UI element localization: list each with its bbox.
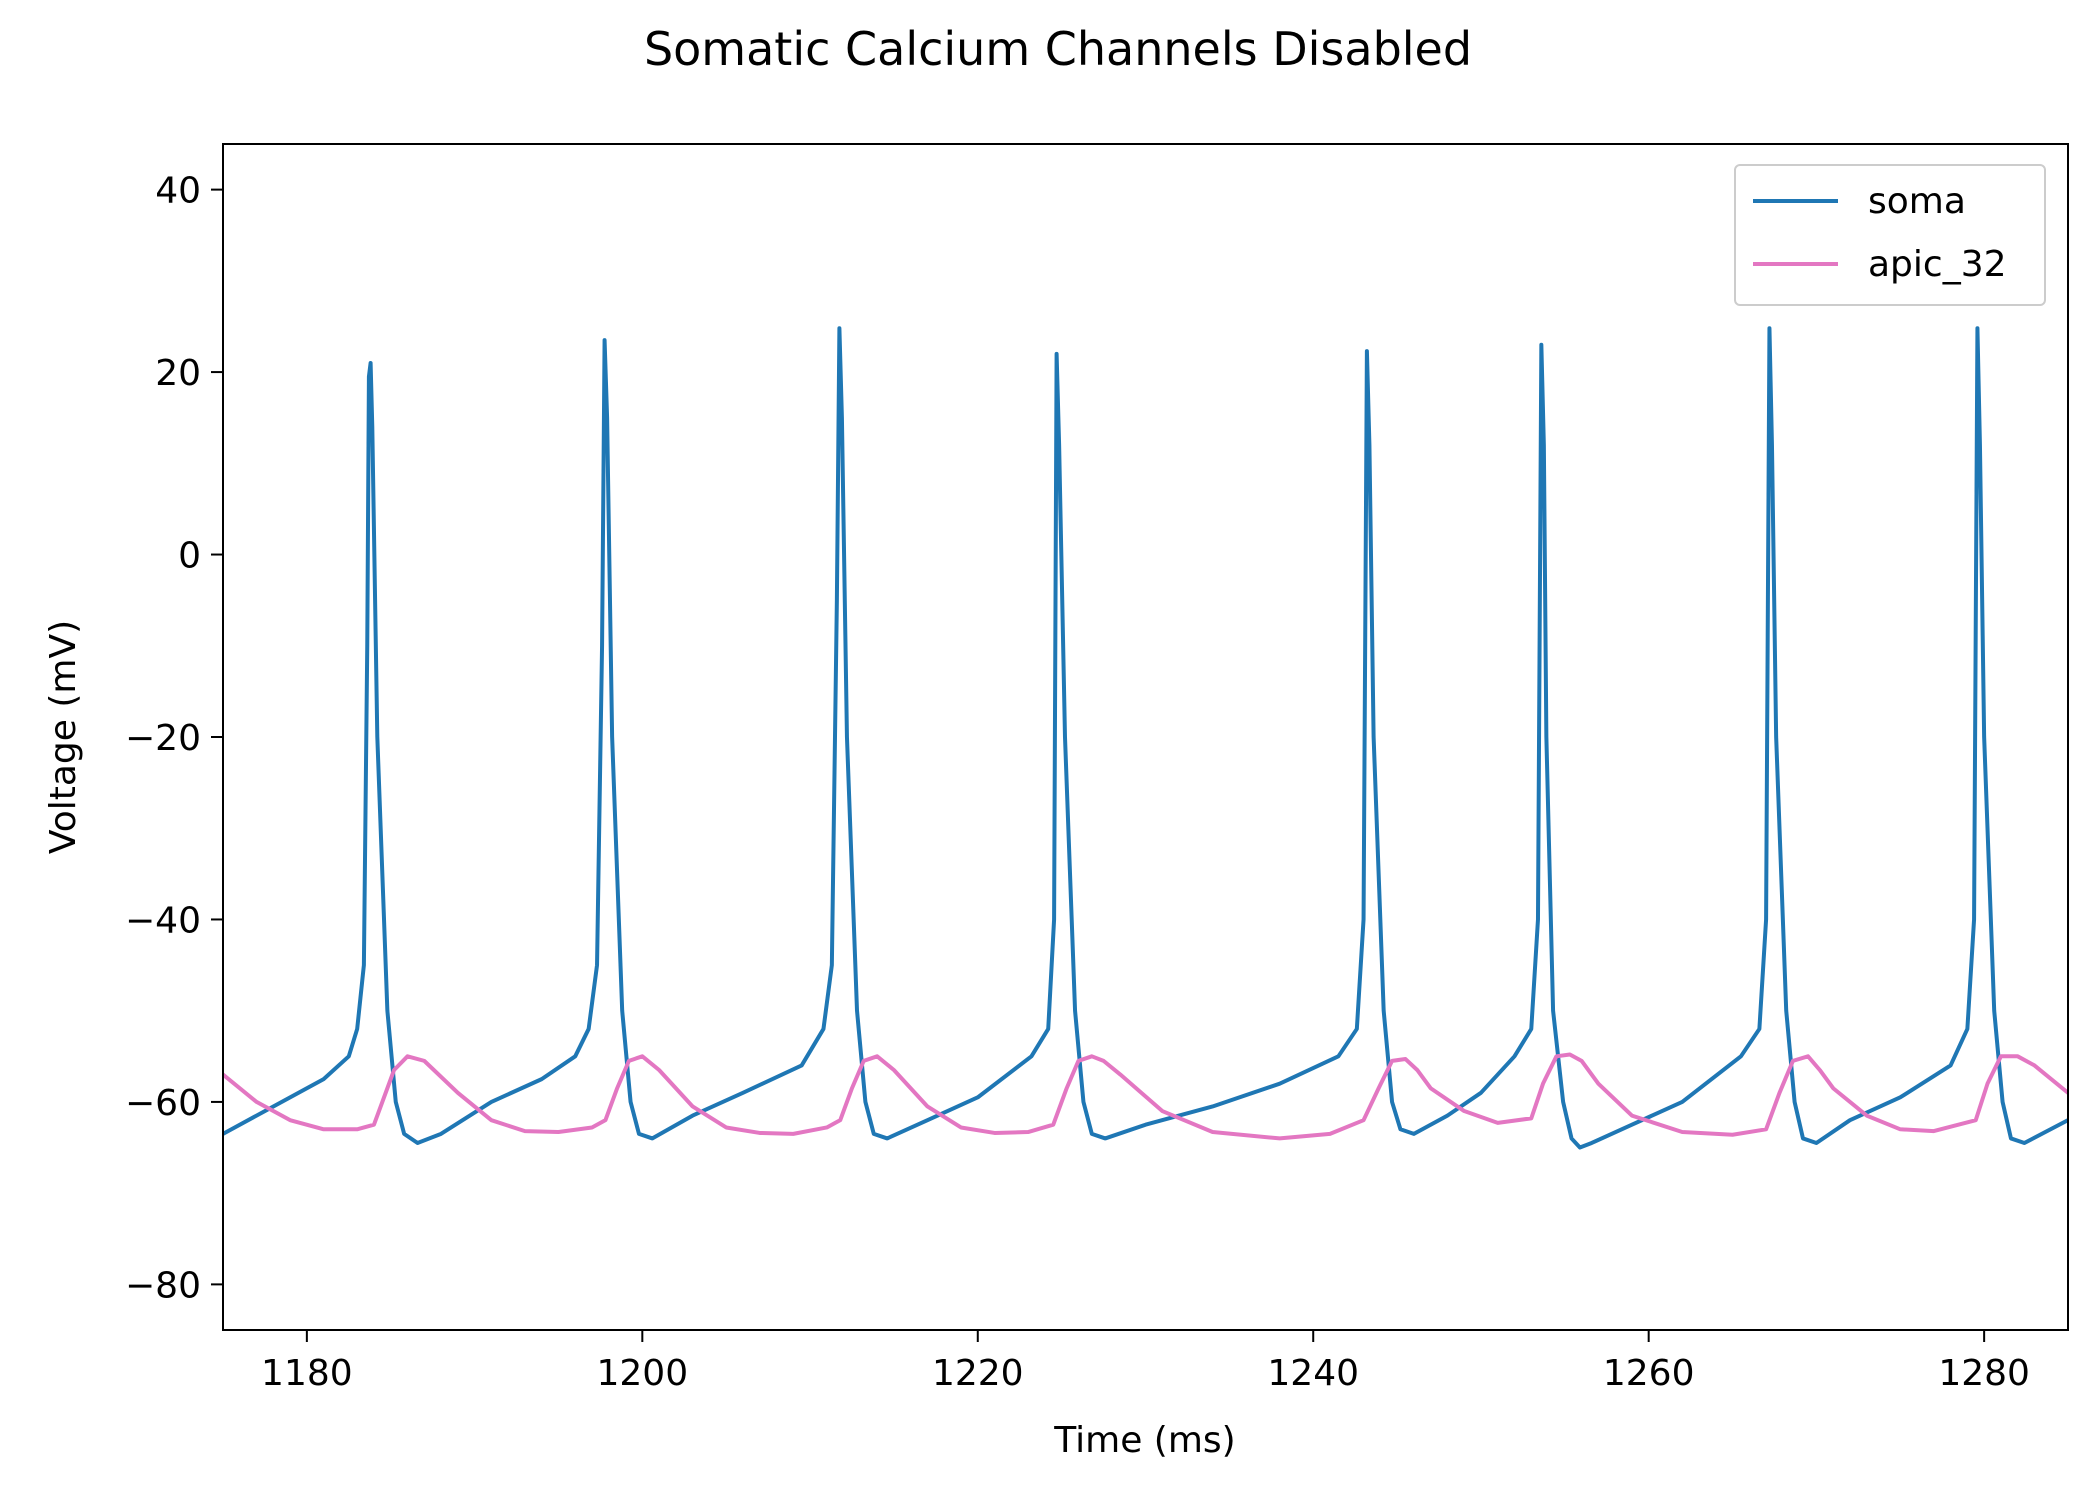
x-tick-label: 1260	[1603, 1353, 1695, 1394]
series-line-soma	[223, 326, 2068, 1150]
y-axis: 40 20 0 −20 −40 −60 −80	[125, 171, 223, 1306]
legend-label-soma: soma	[1868, 181, 1966, 222]
y-tick-label: 20	[155, 353, 201, 394]
x-tick-label: 1180	[261, 1353, 353, 1394]
legend: soma apic_32	[1734, 164, 2046, 306]
y-tick-label: −20	[125, 718, 201, 759]
y-tick-label: −60	[125, 1083, 201, 1124]
x-axis-label: Time (ms)	[1053, 1420, 1235, 1461]
y-tick-label: −80	[125, 1265, 201, 1306]
plot-lines	[223, 326, 2068, 1150]
y-tick-label: −40	[125, 900, 201, 941]
x-tick-label: 1220	[932, 1353, 1024, 1394]
series-line-apic-32	[223, 1052, 2068, 1141]
chart-title: Somatic Calcium Channels Disabled	[644, 22, 1472, 76]
y-tick-label: 0	[178, 536, 201, 577]
y-axis-label: Voltage (mV)	[43, 620, 84, 854]
x-tick-label: 1280	[1938, 1353, 2030, 1394]
x-axis: 1180 1200 1220 1240 1260 1280	[261, 1330, 2030, 1394]
x-tick-label: 1200	[597, 1353, 689, 1394]
legend-label-apic-32: apic_32	[1868, 244, 2007, 285]
x-tick-label: 1240	[1267, 1353, 1359, 1394]
plot-frame	[222, 143, 2069, 1331]
y-tick-label: 40	[155, 171, 201, 212]
